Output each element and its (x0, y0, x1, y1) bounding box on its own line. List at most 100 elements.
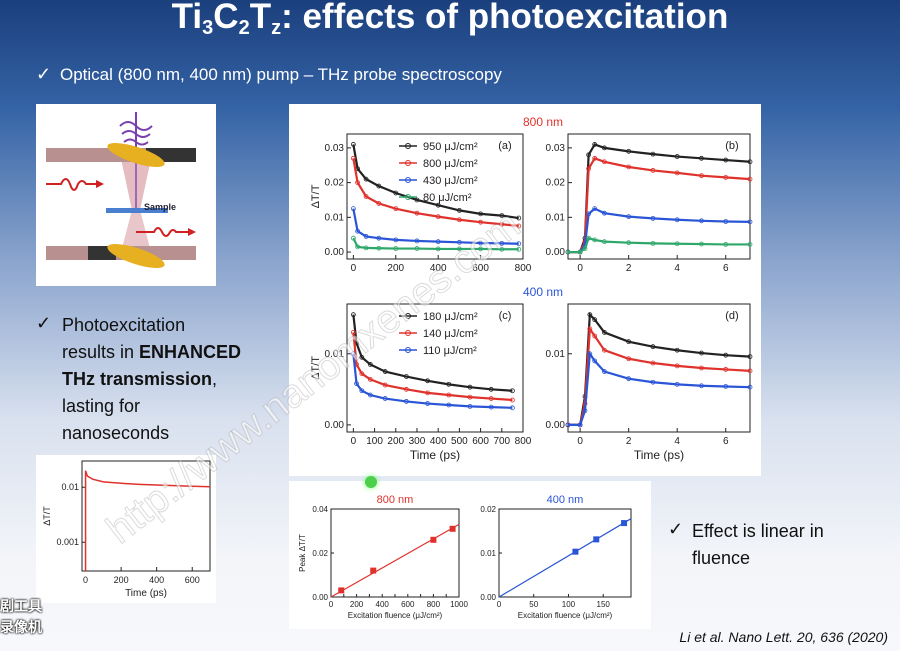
data-point (350, 330, 356, 335)
x-tick-label: 0 (351, 436, 357, 447)
data-point (367, 376, 373, 382)
data-point (350, 235, 356, 241)
x-axis-label: Excitation fluence (μJ/cm²) (518, 611, 613, 620)
legend-entry: 140 μJ/cm² (423, 328, 478, 340)
data-point (747, 384, 753, 390)
bullet-pump-probe: Optical (800 nm, 400 nm) pump – THz prob… (60, 65, 502, 84)
checkmark-icon: ✓ (668, 519, 684, 539)
data-point (382, 396, 388, 401)
axes-frame-b (567, 133, 751, 260)
data-point (587, 351, 593, 357)
legend-marker (405, 330, 411, 336)
data-point (723, 384, 729, 389)
x-tick-label: 300 (409, 436, 426, 447)
x-tick-label: 800 (515, 436, 532, 447)
data-point (509, 397, 515, 403)
x-tick-label: 600 (472, 436, 489, 447)
y-tick-label: 0.01 (325, 212, 345, 223)
y-tick-label: 0.01 (61, 482, 79, 492)
data-point (355, 228, 361, 234)
legend-entry: 430 μJ/cm² (423, 175, 478, 187)
data-point (467, 384, 473, 390)
data-point (674, 154, 680, 159)
data-point (393, 190, 399, 196)
data-point (350, 142, 356, 147)
data-point (355, 180, 361, 186)
x-tick-label: 600 (472, 263, 489, 274)
data-point (456, 207, 462, 213)
data-point (582, 246, 588, 251)
data-point (565, 422, 571, 428)
data-point (586, 211, 592, 217)
axes-frame-a (346, 133, 524, 260)
data-point (621, 520, 628, 527)
data-point (674, 241, 680, 247)
data-point (393, 237, 399, 243)
photoexcitation-text: Photoexcitation results in ENHANCED THz … (62, 315, 242, 443)
data-point (747, 242, 753, 247)
data-point (499, 240, 505, 246)
data-point (650, 379, 656, 385)
data-point (747, 159, 753, 165)
data-point (425, 390, 430, 396)
series-line (352, 144, 519, 220)
data-point (626, 164, 632, 170)
x-tick-label: 2 (626, 436, 632, 447)
data-point (376, 235, 382, 241)
citation: Li et al. Nano Lett. 20, 636 (2020) (679, 629, 888, 645)
main-figure-panel: 0 200 400 600 800 0.00 0.01 0.02 0.03 (a) ΔT/T 950 … (289, 104, 761, 476)
data-point (747, 354, 753, 360)
data-point (414, 210, 420, 216)
data-point (367, 392, 373, 398)
panel-label: (b) (725, 140, 738, 152)
data-point (582, 408, 588, 414)
data-point (488, 386, 494, 392)
data-point (592, 358, 598, 364)
x-tick-label: 0 (497, 600, 502, 609)
data-point (509, 388, 515, 394)
y-tick-label: 0.01 (546, 212, 566, 223)
data-point (382, 382, 388, 388)
data-point (350, 206, 356, 212)
x-tick-label: 0 (83, 575, 88, 585)
y-tick-label: 0.001 (56, 537, 79, 547)
y-tick-label: 0.01 (480, 549, 496, 558)
data-point (516, 246, 522, 252)
x-tick-label: 100 (366, 436, 383, 447)
x-tick-label: 200 (350, 600, 364, 609)
data-point (592, 142, 598, 147)
data-point (699, 350, 704, 356)
y-tick-label: 0.01 (325, 349, 345, 360)
data-point (650, 151, 656, 157)
y-tick-label: 0.02 (480, 505, 496, 514)
data-point (601, 347, 607, 353)
x-tick-label: 400 (430, 436, 447, 447)
x-tick-label: 50 (529, 600, 538, 609)
series-line (84, 470, 211, 488)
data-point (723, 219, 729, 224)
data-point (499, 221, 505, 227)
x-tick-label: 0 (351, 263, 357, 274)
data-point (499, 246, 505, 252)
data-point (393, 206, 399, 212)
slide-title: Ti3C2Tz: effects of photoexcitation (171, 0, 729, 39)
y-tick-label: 0.00 (546, 247, 566, 258)
series-line (352, 332, 513, 402)
x-tick-label: 800 (515, 263, 532, 274)
data-point (674, 217, 680, 223)
data-point (354, 381, 359, 387)
legend-marker (405, 347, 411, 353)
y-axis-label: Peak ΔT/T (298, 534, 307, 572)
axes-frame-d (567, 303, 751, 433)
data-point (626, 214, 632, 220)
data-point (650, 168, 656, 173)
data-point (338, 587, 345, 594)
data-point (359, 371, 365, 377)
legend-entry: 800 μJ/cm² (423, 158, 478, 170)
y-tick-label: 0.01 (546, 349, 566, 360)
checkmark-icon: ✓ (36, 64, 52, 84)
group-title: 400 nm (523, 285, 563, 299)
data-point (516, 223, 522, 229)
